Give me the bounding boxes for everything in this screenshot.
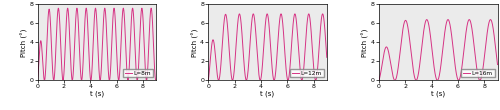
Legend: L=8m: L=8m (124, 69, 153, 77)
X-axis label: t (s): t (s) (260, 91, 274, 97)
Legend: L=12m: L=12m (290, 69, 324, 77)
Legend: L=16m: L=16m (461, 69, 494, 77)
Y-axis label: Pitch (°): Pitch (°) (362, 28, 370, 57)
X-axis label: t (s): t (s) (90, 91, 104, 97)
Y-axis label: Pitch (°): Pitch (°) (192, 28, 198, 57)
X-axis label: t (s): t (s) (431, 91, 446, 97)
Y-axis label: Pitch (°): Pitch (°) (20, 28, 28, 57)
